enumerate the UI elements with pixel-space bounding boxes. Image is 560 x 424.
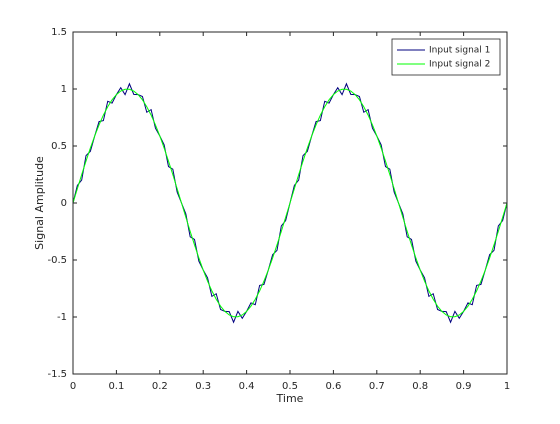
x-tick-label: 0.9 bbox=[456, 381, 472, 392]
x-tick-label: 0.2 bbox=[152, 381, 168, 392]
x-tick-label: 0.1 bbox=[108, 381, 124, 392]
x-axis-label: Time bbox=[276, 392, 304, 405]
x-tick-label: 0.4 bbox=[239, 381, 255, 392]
series-line bbox=[72, 88, 508, 318]
axes-box bbox=[72, 31, 508, 375]
x-tick-label: 0.3 bbox=[195, 381, 211, 392]
y-tick-label: 1 bbox=[61, 84, 67, 95]
y-tick-label: -1.5 bbox=[47, 369, 67, 380]
x-tick-label: 0.5 bbox=[282, 381, 298, 392]
y-tick-label: 0 bbox=[61, 198, 67, 209]
x-tick-label: 0.8 bbox=[412, 381, 428, 392]
legend-label: Input signal 2 bbox=[429, 60, 490, 70]
legend-label: Input signal 1 bbox=[429, 46, 490, 56]
y-tick-label: -0.5 bbox=[47, 255, 67, 266]
x-tick-label: 1 bbox=[504, 381, 510, 392]
y-tick-label: 1.5 bbox=[51, 27, 67, 38]
y-tick-label: -1 bbox=[57, 312, 67, 323]
x-tick-label: 0.6 bbox=[325, 381, 341, 392]
y-tick-label: 0.5 bbox=[51, 141, 67, 152]
y-axis-label: Signal Amplitude bbox=[33, 156, 46, 250]
legend-box bbox=[391, 38, 501, 76]
x-tick-label: 0 bbox=[70, 381, 76, 392]
x-tick-label: 0.7 bbox=[369, 381, 385, 392]
